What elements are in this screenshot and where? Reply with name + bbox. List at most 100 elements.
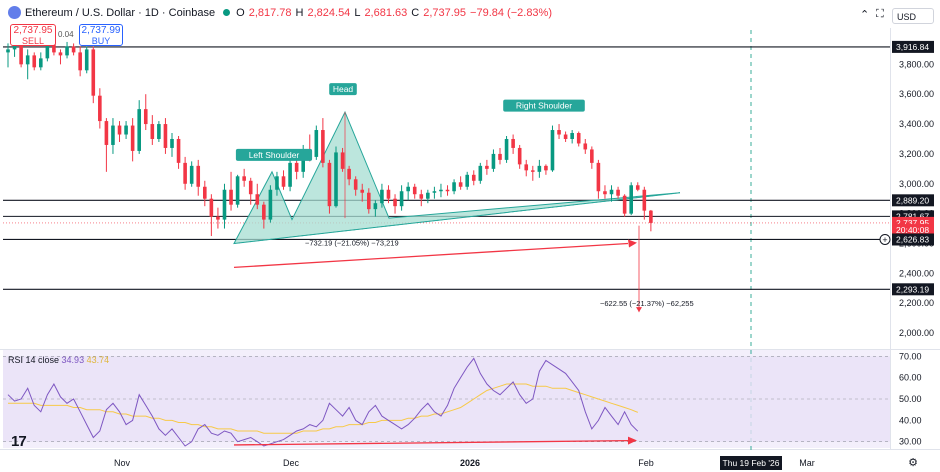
candle-body — [170, 138, 174, 148]
sell-button[interactable]: 2,737.95 SELL — [10, 24, 56, 46]
candle-body — [78, 52, 82, 71]
candle-body — [635, 185, 640, 190]
candle-body — [340, 152, 345, 169]
buy-button[interactable]: 2,737.99 BUY — [79, 24, 123, 46]
pattern-label: Right Shoulder — [516, 101, 572, 111]
rsi-axis-tick: 30.00 — [899, 437, 922, 447]
chevron-up-icon[interactable]: ⌃ — [860, 9, 870, 21]
price-badge-label: 20:40:08 — [896, 225, 929, 235]
candle-body — [399, 191, 404, 207]
candle-body — [71, 46, 76, 53]
candle-body — [143, 109, 148, 125]
date-badge — [720, 456, 782, 470]
candle-body — [248, 180, 253, 195]
candle-body — [327, 162, 332, 207]
pattern-label: Head — [333, 84, 354, 94]
candle-body — [209, 198, 214, 217]
sell-label: SELL — [21, 36, 45, 46]
change-value: −79.84 (−2.83%) — [470, 6, 552, 19]
candle-body — [235, 176, 240, 205]
pattern-label-box — [503, 99, 585, 112]
candle-body — [386, 189, 391, 199]
candle-body — [517, 147, 522, 165]
candle-body — [150, 124, 155, 139]
pattern-label: Left Shoulder — [249, 150, 300, 160]
candle-body — [281, 176, 286, 187]
candle-body — [649, 210, 653, 223]
candle-body — [52, 40, 56, 53]
close-value: 2,737.95 — [423, 6, 467, 19]
price-axis-tick: 3,200.00 — [899, 149, 934, 159]
divergence-arrowhead-rsi — [628, 436, 637, 445]
candle-body — [360, 189, 365, 193]
candle-body — [590, 149, 594, 163]
candle-body — [511, 138, 515, 148]
candle-body — [629, 185, 633, 214]
divergence-arrow-rsi — [233, 440, 629, 446]
candle-body — [576, 133, 581, 144]
tradingview-logo[interactable]: 17 — [11, 433, 27, 450]
candle-body — [196, 165, 201, 187]
rsi-title: RSI 14 close — [8, 355, 60, 365]
candle-body — [616, 189, 620, 196]
candle-body — [373, 203, 378, 210]
candle-body — [203, 186, 207, 199]
crosshair-plus-glyph: + — [882, 235, 887, 245]
price-badge-label: 2,781.67 — [896, 211, 929, 221]
rsi-last-value: 34.93 — [61, 355, 85, 365]
fullscreen-icon[interactable]: ⛶ — [876, 8, 884, 20]
rsi-axis-tick: 50.00 — [899, 394, 922, 404]
candle-body — [262, 204, 266, 220]
pattern-label-box — [235, 148, 313, 161]
candle-body — [32, 55, 37, 68]
candle-body — [275, 176, 279, 190]
currency-select[interactable]: USD — [892, 8, 934, 24]
time-axis-label: Dec — [283, 458, 300, 468]
candle-body — [406, 186, 410, 192]
candle-body — [596, 162, 601, 192]
candle-body — [268, 189, 273, 220]
candle-body — [39, 58, 43, 68]
candle-body — [117, 125, 122, 135]
candle-body — [471, 174, 476, 181]
high-value: 2,824.54 — [307, 6, 351, 19]
candle-body — [583, 143, 588, 150]
symbol-legend[interactable]: Ethereum / U.S. Dollar · 1D · Coinbase O… — [8, 6, 552, 19]
candle-body — [229, 189, 233, 205]
candle-body — [445, 189, 450, 192]
candle-body — [432, 191, 437, 193]
time-axis-label: Feb — [638, 458, 654, 468]
rsi-legend[interactable]: RSI 14 close 34.93 43.74 — [8, 355, 109, 365]
candle-body — [458, 182, 463, 187]
price-axis-tick: 3,000.00 — [899, 179, 934, 189]
candle-body — [104, 121, 109, 145]
candle-body — [6, 49, 10, 53]
candle-body — [242, 176, 246, 181]
candle-body — [452, 182, 456, 192]
candle-body — [314, 130, 319, 157]
price-badge-label: 2,626.83 — [896, 234, 929, 244]
price-axis-tick: 3,400.00 — [899, 119, 934, 129]
candle-body — [130, 125, 135, 151]
candle-body — [84, 49, 89, 71]
candle-body — [557, 130, 561, 135]
candle-body — [288, 162, 292, 187]
low-value: 2,681.63 — [364, 6, 408, 19]
pattern-label-box — [329, 83, 357, 96]
candle-body — [222, 189, 227, 220]
low-label: L — [354, 6, 361, 19]
divergence-arrow-price — [233, 242, 629, 269]
rsi-axis-tick: 70.00 — [899, 351, 922, 361]
candle-body — [124, 125, 128, 135]
rsi-axis-tick: 40.00 — [899, 415, 922, 425]
settings-icon: ⚙ — [908, 456, 918, 469]
candle-body — [163, 124, 168, 148]
rsi-axis-tick: 60.00 — [899, 373, 922, 383]
time-axis-label: 2026 — [460, 458, 480, 468]
close-label: C — [411, 6, 420, 19]
candle-body — [563, 134, 568, 139]
open-label: O — [236, 6, 245, 19]
date-badge-label: Thu 19 Feb '26 — [723, 458, 780, 468]
candle-body — [412, 186, 417, 195]
candle-body — [570, 133, 574, 139]
